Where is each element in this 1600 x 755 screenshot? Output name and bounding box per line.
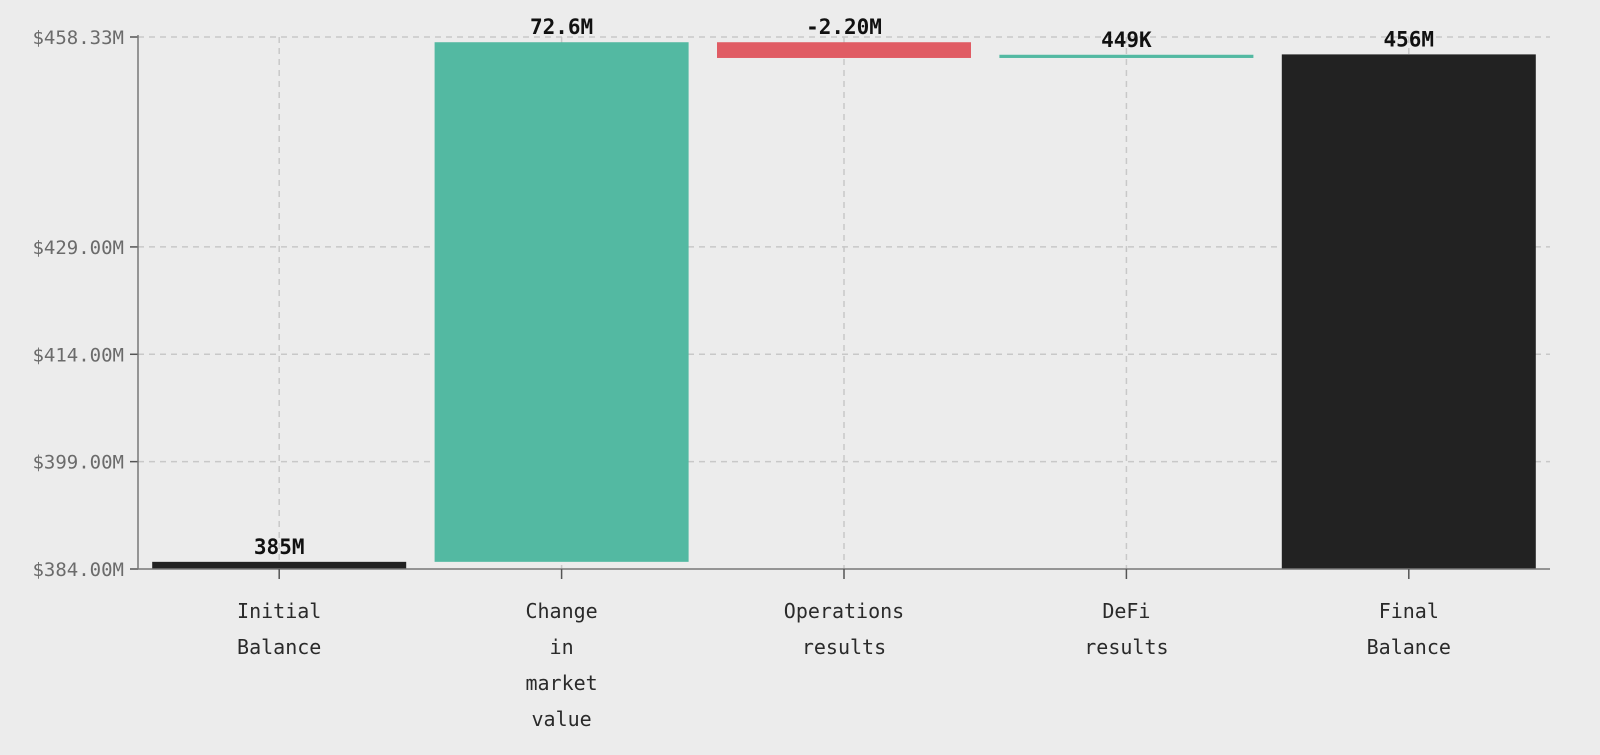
x-tick-label: value: [531, 707, 591, 731]
axes: [130, 35, 1550, 579]
x-tick-label: Change: [525, 599, 597, 623]
bars: [152, 42, 1536, 570]
data-label: 385M: [254, 535, 305, 559]
y-tick-label: $399.00M: [32, 452, 124, 474]
bar-increase: [434, 42, 689, 562]
bar-total: [1281, 54, 1536, 570]
x-tick-label: results: [802, 635, 886, 659]
x-tick-label: Final: [1379, 599, 1439, 623]
data-label: 449K: [1101, 28, 1152, 52]
x-tick-label: market: [525, 671, 597, 695]
data-label: 456M: [1384, 27, 1435, 51]
x-tick-label: results: [1084, 635, 1168, 659]
y-tick-labels: $384.00M $399.00M $414.00M $429.00M $458.33M: [32, 27, 124, 581]
data-label: 72.6M: [530, 15, 593, 39]
x-tick-label: Operations: [784, 599, 904, 623]
x-tick-label: DeFi: [1102, 599, 1150, 623]
data-labels: 385M 72.6M -2.20M 449K 456M: [254, 15, 1434, 559]
x-tick-label: Initial: [237, 599, 321, 623]
y-tick-label: $458.33M: [32, 27, 124, 49]
x-tick-label: Balance: [237, 635, 321, 659]
x-tick-label: in: [550, 635, 574, 659]
x-tick-labels: Initial Balance Change in market value Operati…: [237, 599, 1451, 731]
bar-total: [152, 561, 407, 569]
x-tick-label: Balance: [1367, 635, 1451, 659]
bar-increase: [999, 54, 1254, 58]
y-tick-label: $414.00M: [32, 344, 124, 366]
y-tick-label: $384.00M: [32, 559, 124, 581]
y-tick-label: $429.00M: [32, 237, 124, 259]
bar-decrease: [717, 42, 971, 58]
data-label: -2.20M: [806, 15, 882, 39]
